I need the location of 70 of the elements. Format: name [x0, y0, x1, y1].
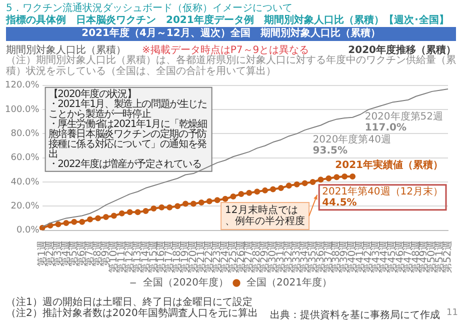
- point: [47, 222, 54, 228]
- chart-subtitle: 指標の具体例 日本脳炎ワクチン 2021年度データ例 期間別対象人口比（累積）【週次･全国】: [6, 13, 449, 27]
- text: 2020年度推移（累積）: [348, 43, 456, 56]
- y-tick-label: 100.0%: [4, 104, 40, 115]
- point: [270, 186, 276, 192]
- x-tick-label: 第52週: [442, 240, 454, 274]
- point: [294, 181, 300, 188]
- y-tick-label: 0.0%: [16, 226, 40, 236]
- point: [318, 176, 324, 183]
- point: [286, 182, 292, 189]
- text: （注）期間別対象人口比（累積）は、各都道府県別に対象人口に対する年度中のワクチン供給量（累積）状況を示している（全国は、全国の合計を用いて算出）: [6, 55, 456, 77]
- legend-label: 全国（2021年度）: [246, 276, 332, 289]
- point: [278, 185, 284, 192]
- point: [342, 174, 348, 180]
- y-tick-label: 60.0%: [10, 153, 40, 164]
- point: [262, 187, 268, 194]
- point: [87, 216, 94, 222]
- point: [198, 200, 204, 206]
- point: [254, 188, 260, 195]
- annotation: ・2021年1月、製造上の問題が生じたことから製造が一時停止: [48, 98, 208, 120]
- annotation: 2020年度第40週 93.5%: [312, 133, 391, 156]
- chart-title: 5．ワクチン流通状況ダッシュボード（仮称）イメージについて: [6, 2, 292, 14]
- point: [190, 200, 196, 207]
- y-tick-label: 120.0%: [4, 80, 40, 91]
- point: [63, 220, 70, 226]
- point: [134, 209, 141, 216]
- point: [302, 180, 308, 186]
- point: [246, 190, 252, 196]
- annotation: 2021年第40週（12月末） 44.5%: [322, 185, 444, 208]
- annotation: 2021年実績値（累積）: [335, 158, 444, 171]
- text: 11: [446, 308, 458, 318]
- annotation: 【2020年度の状況】: [48, 88, 136, 100]
- point: [238, 191, 244, 198]
- point: [110, 212, 117, 219]
- point: [142, 208, 149, 214]
- y-tick-label: 80.0%: [10, 129, 40, 140]
- point: [206, 198, 212, 204]
- point: [166, 204, 173, 210]
- point: [174, 203, 181, 210]
- point: [326, 175, 332, 182]
- point: [214, 197, 220, 204]
- text: （注1）週の開始日は土曜日、終了日は金曜日にて設定: [6, 297, 252, 308]
- point: [158, 204, 165, 210]
- point: [71, 218, 78, 225]
- legend-label: 全国（2020年度）: [143, 276, 229, 289]
- point: [118, 210, 125, 216]
- point: [310, 178, 316, 185]
- point: [95, 215, 101, 222]
- annotation: ・2022年度は増産が予定されている: [48, 158, 202, 170]
- point: [350, 174, 356, 180]
- point: [222, 196, 228, 202]
- y-axis-title: 期間別対象人口比（累積）: [6, 44, 126, 56]
- annotation: 2020年度第52週 117.0%: [364, 110, 444, 134]
- source-note: 出典：提供資料を基に事務局にて作成: [270, 308, 440, 320]
- annotation: 12月末時点では、例年の半分程度: [225, 204, 306, 228]
- text: ※掲載データ時点はP7～9とは異なる: [142, 44, 310, 56]
- point: [39, 224, 46, 230]
- point: [230, 193, 236, 200]
- annotation: ・厚生労働省は2021年1月に「乾燥細胞培養日本脳炎ワクチンの定期の予防接種に係る対応について」の通知を発出: [48, 118, 208, 160]
- text: 2021年度（4月～12月、週次）全国 期間別対象人口比（累積）: [6, 27, 456, 41]
- point: [126, 209, 133, 216]
- point: [182, 200, 188, 207]
- point: [55, 221, 62, 228]
- point: [150, 206, 157, 212]
- y-tick-label: 20.0%: [10, 201, 40, 212]
- point: [334, 174, 340, 180]
- text: （注2）推計対象者数は2020年国勢調査人口を元に算出: [6, 308, 258, 319]
- y-tick-label: 40.0%: [10, 177, 40, 188]
- point: [102, 214, 109, 220]
- point: [79, 218, 86, 225]
